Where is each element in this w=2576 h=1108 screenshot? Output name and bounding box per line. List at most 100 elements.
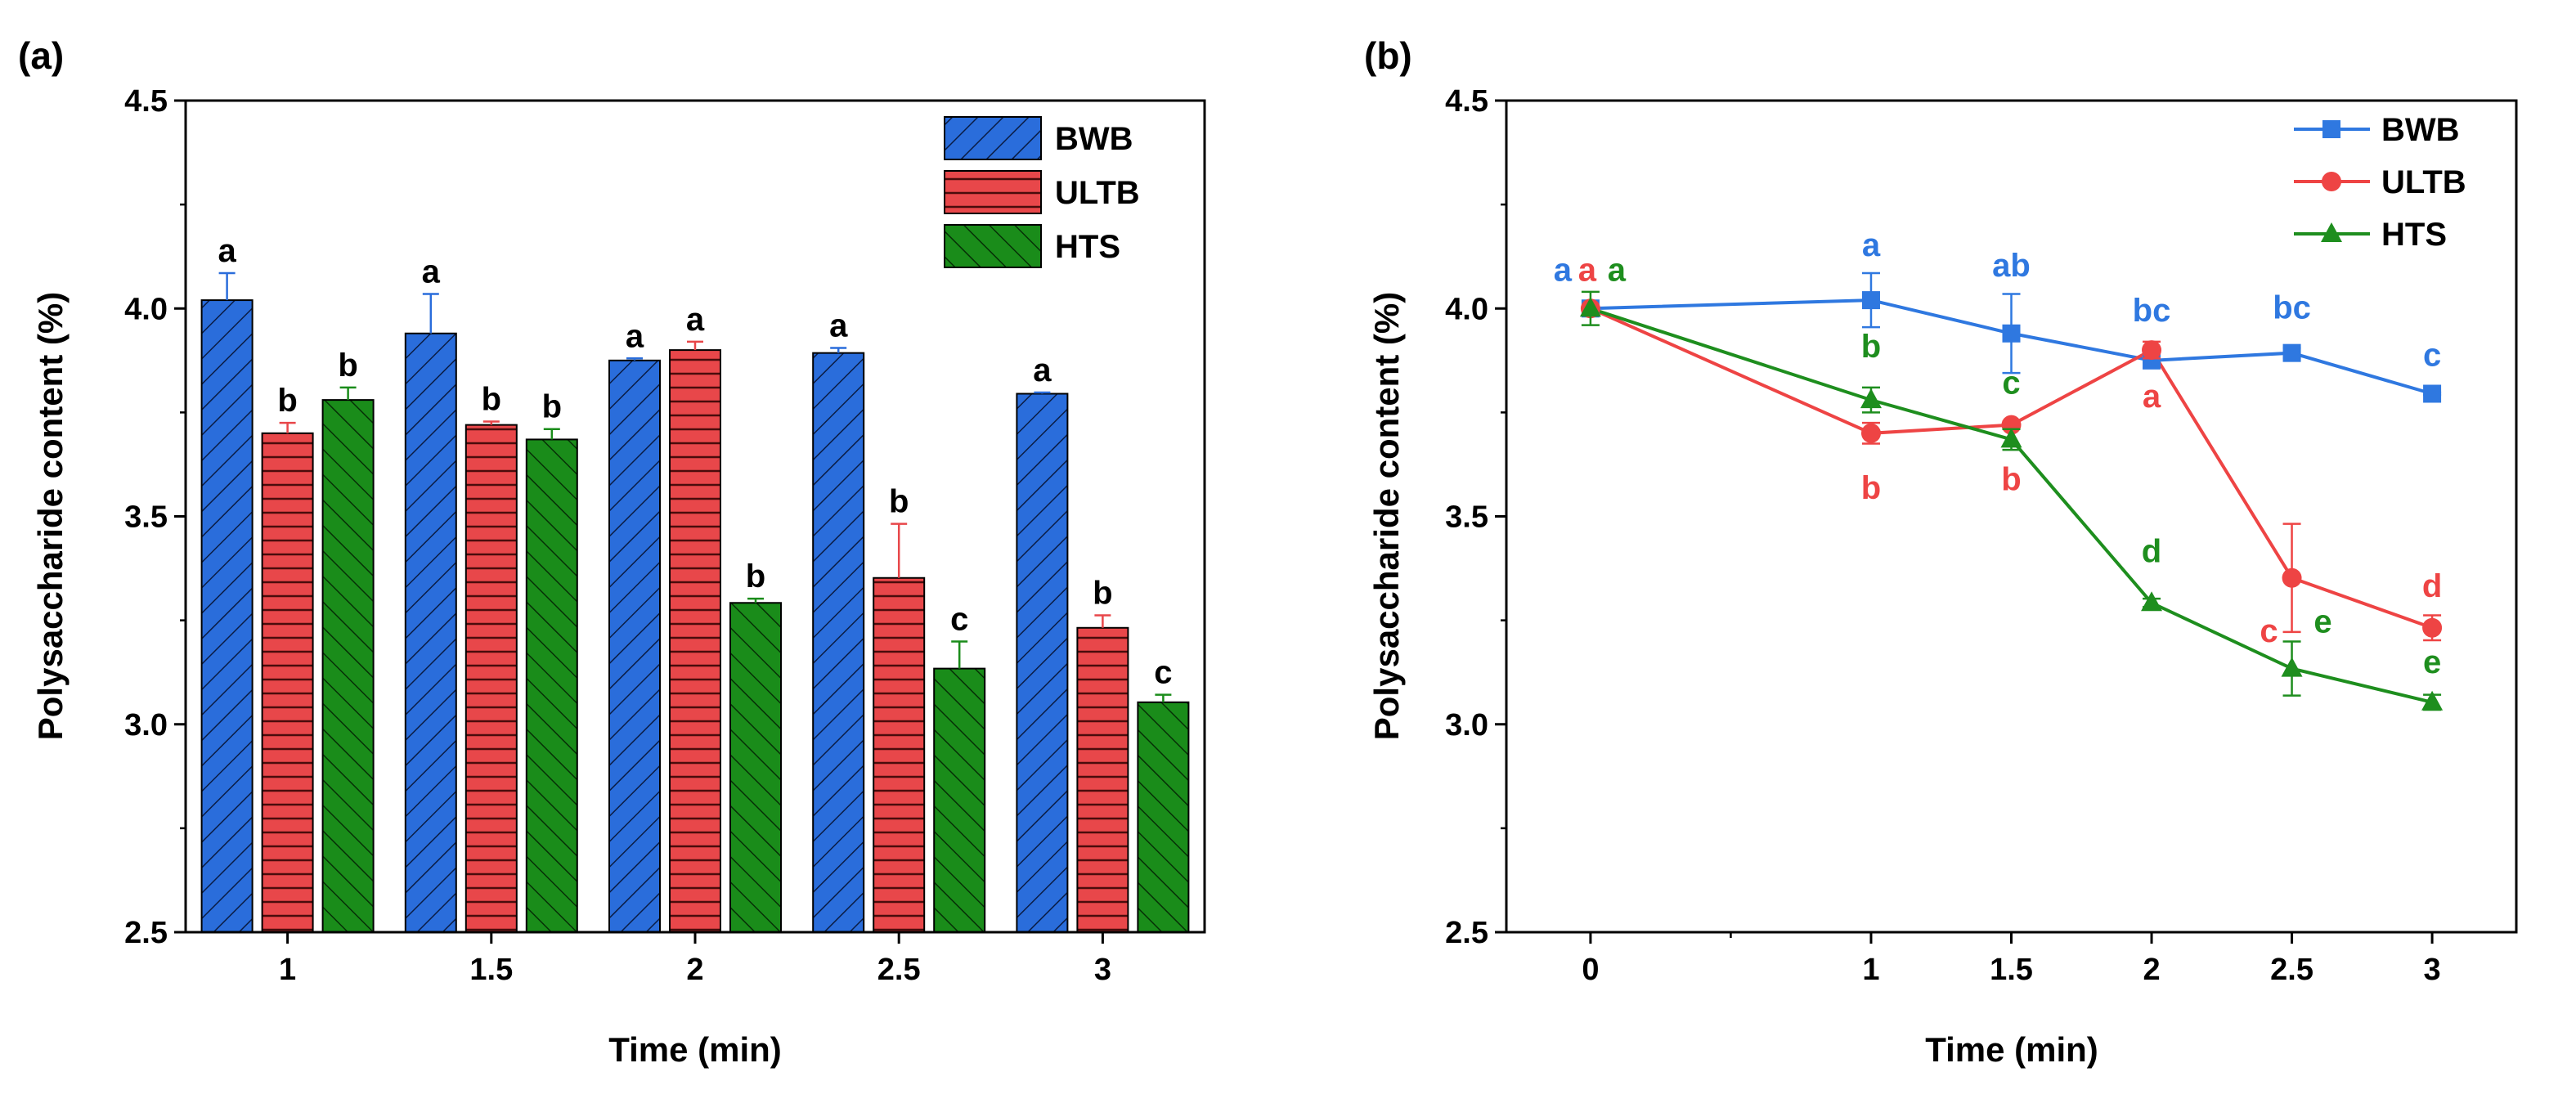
bar-chart-plot-frame [184,99,1206,934]
panel-label-b: (b) [1364,34,1412,77]
bar-ultb [873,576,926,933]
bar-x-tick-label: 3 [1094,953,1111,987]
line-chart-y-axis-title: Polysaccharide content (%) [1367,292,1406,740]
line-significance-letter: c [2260,613,2278,649]
legend-label-bwb: BWB [2381,112,2460,148]
bar-significance-letter: a [686,302,705,338]
bar-y-tick-label: 3.5 [124,500,168,535]
bar-hts [525,438,578,933]
line-marker-bwb [2282,343,2301,362]
bar-chart-x-axis-title: Time (min) [608,1030,782,1069]
bar-significance-letter: b [482,382,501,418]
bar-hts [1137,701,1190,933]
line-chart-legend: BWB ULTB HTS [2294,112,2466,253]
legend-label-ultb: ULTB [1055,175,1140,211]
bar-bwb [200,299,254,933]
line-significance-letter: a [1862,227,1881,263]
line-series-ultb [1590,307,2433,630]
bar-significance-letter: b [542,389,562,425]
bar-bwb [1016,393,1069,933]
line-significance-letter: d [2422,568,2442,604]
line-x-tick-label: 2.5 [2270,953,2313,987]
legend-marker-bwb [2322,120,2340,138]
bar-y-tick-label: 4.0 [124,292,168,326]
line-x-tick-label: 3 [2424,953,2441,987]
bar-x-tick-label: 2.5 [877,953,921,987]
bar-x-tick-label: 1 [279,953,296,987]
bar-significance-letter: a [626,318,644,354]
line-marker-hts [2000,428,2022,448]
line-significance-letter: a [1554,252,1573,288]
bar-significance-letter: b [746,558,765,594]
line-significance-letter: b [2001,462,2021,498]
line-significance-letter: c [2002,365,2020,401]
bar-significance-letter: a [829,308,848,344]
bar-ultb [464,424,518,933]
bar-ultb [261,432,314,933]
bar-chart-panel-a: (a) 2.5 3.0 3.5 4.0 4.5 1 1.5 2 2.5 3 a b b a b b a a b a b… [18,34,1206,1069]
line-y-tick-label: 3.5 [1445,500,1488,535]
line-series-bwb [1590,298,2433,396]
bar-x-tick-label: 1.5 [469,953,513,987]
line-marker-hts [2281,657,2303,677]
bar-significance-letter: b [889,484,909,520]
bar-y-tick-label: 4.5 [124,84,168,119]
line-marker-bwb [2423,384,2442,403]
bar-y-tick-label: 3.0 [124,708,168,742]
legend-marker-ultb [2322,172,2341,191]
bar-ultb [1076,626,1129,933]
line-significance-letter: a [1578,252,1597,288]
bar-ultb [669,349,721,934]
line-y-tick-label: 4.5 [1445,84,1488,119]
bar-chart-ticks: 2.5 3.0 3.5 4.0 4.5 1 1.5 2 2.5 3 [124,84,1111,987]
line-significance-letter: a [1608,252,1627,288]
bar-bwb [812,352,865,933]
bar-x-tick-label: 2 [686,953,703,987]
line-significance-letter: e [2313,604,2331,640]
bar-chart-bars: a b b a b b a a b a b c a b c [200,233,1190,934]
legend-swatch-ultb [944,170,1042,214]
line-marker-hts [1860,388,1882,409]
line-x-tick-label: 1.5 [1990,953,2033,987]
bar-chart-y-axis-title: Polysaccharide content (%) [31,292,70,740]
bar-significance-letter: a [218,233,236,269]
line-significance-letter: c [2423,337,2441,373]
line-marker-ultb [1860,423,1881,443]
line-significance-letter: b [1861,470,1881,506]
line-significance-letter: d [2142,533,2161,569]
legend-label-ultb: ULTB [2381,164,2466,200]
line-marker-ultb [2422,617,2443,638]
legend-label-bwb: BWB [1055,121,1133,157]
line-significance-letter: bc [2273,290,2311,326]
line-x-tick-label: 2 [2143,953,2160,987]
bar-significance-letter: a [1033,352,1052,388]
bar-chart-legend: BWB ULTB HTS [944,116,1140,268]
line-marker-hts [1579,297,1601,317]
line-chart-x-axis-title: Time (min) [1925,1030,2098,1069]
line-marker-ultb [2282,567,2302,588]
line-significance-letter: b [1861,329,1881,365]
line-significance-letter: a [2143,379,2161,415]
bar-significance-letter: b [277,383,297,419]
bar-significance-letter: c [950,602,968,638]
line-marker-hts [2141,591,2163,612]
line-significance-letter: e [2423,644,2441,680]
legend-swatch-bwb [944,116,1042,160]
bar-hts [729,602,782,933]
line-marker-hts [2421,690,2444,711]
line-y-tick-label: 2.5 [1445,916,1488,950]
bar-significance-letter: c [1154,655,1172,691]
legend-label-hts: HTS [1055,229,1120,265]
line-significance-letter: ab [1992,248,2031,284]
bar-bwb [608,359,661,933]
bar-significance-letter: a [422,253,441,289]
line-significance-letter: bc [2133,293,2171,329]
bar-hts [933,667,986,934]
line-series-hts [1590,307,2433,704]
line-y-tick-label: 4.0 [1445,292,1488,326]
line-marker-bwb [1861,291,1880,310]
legend-marker-hts [2321,222,2342,242]
